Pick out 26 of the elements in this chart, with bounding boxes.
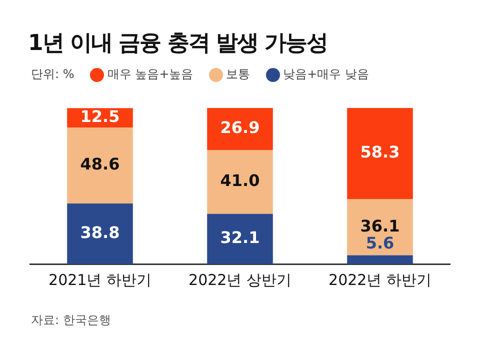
data-label: 12.5 [80, 107, 120, 126]
bar [347, 198, 413, 256]
legend-label: 매우 높음+높음 [107, 66, 194, 83]
data-label: 5.6 [366, 233, 394, 252]
legend-label: 낮음+매우 낮음 [283, 66, 370, 83]
legend-label: 보통 [226, 66, 250, 83]
bar [207, 214, 273, 264]
x-tick-label: 2022년 하반기 [328, 270, 432, 289]
data-label: 58.3 [360, 142, 400, 162]
bar [67, 128, 133, 204]
data-label: 38.8 [80, 222, 120, 242]
bar [207, 108, 273, 150]
data-label: 36.1 [360, 216, 400, 236]
bar [347, 108, 413, 199]
data-label: 41.0 [220, 171, 260, 190]
chart-subtitle: 단위: % [31, 66, 74, 83]
data-label: 26.9 [220, 118, 260, 138]
bar [207, 150, 273, 214]
chart-title: 1년 이내 금융 충격 발생 가능성 [28, 30, 328, 58]
x-tick-label: 2021년 하반기 [48, 270, 152, 289]
bar [67, 203, 133, 264]
x-tick-label: 2022년 상반기 [188, 270, 292, 289]
text: 자료: 한국은행 [31, 312, 111, 329]
bar [347, 255, 413, 264]
data-label: 32.1 [220, 228, 260, 248]
data-label: 48.6 [80, 154, 120, 174]
